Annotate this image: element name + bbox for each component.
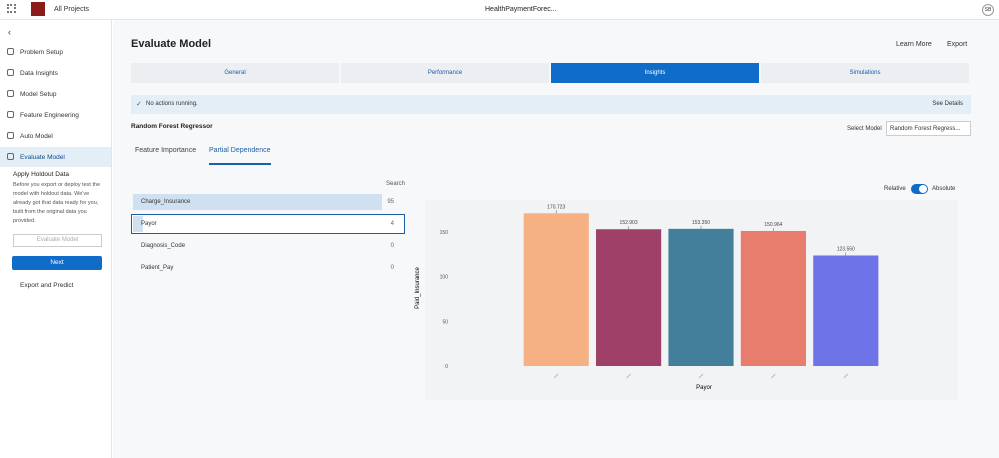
feature-name[interactable]: Charge_Insurance	[141, 199, 191, 205]
selected-row[interactable]	[131, 214, 405, 234]
importance-bar	[133, 216, 144, 232]
home-link[interactable]: All Projects	[54, 6, 90, 13]
importance-bar	[133, 194, 382, 210]
nav-icon	[7, 90, 14, 97]
bar	[596, 229, 662, 366]
subtab[interactable]: Partial Dependence	[209, 147, 271, 165]
nav-item[interactable]: Auto Model	[20, 133, 53, 140]
feature-name[interactable]: Payor	[141, 221, 157, 227]
toggle-absolute[interactable]: Absolute	[932, 186, 956, 192]
y-tick-label: 50	[442, 319, 448, 325]
toggle-relative[interactable]: Relative	[884, 186, 906, 192]
holdout-text: Before you export or deploy test the mod…	[13, 182, 101, 224]
feature-name[interactable]: Diagnosis_Code	[141, 243, 186, 249]
subtab-bar: Feature Importance Partial Dependence	[131, 145, 411, 165]
search[interactable]: Search	[386, 181, 406, 187]
toggle-knob	[919, 185, 927, 193]
export-predict[interactable]: Export and Predict	[20, 282, 74, 289]
logo	[31, 2, 45, 16]
nav-item[interactable]: Problem Setup	[20, 49, 63, 56]
subtab[interactable]: Feature Importance	[135, 147, 197, 154]
tab-bar: General Performance Insights Simulations	[131, 63, 971, 83]
export-link[interactable]: Export	[947, 41, 968, 48]
y-tick-label: 0	[445, 364, 448, 370]
feature-name[interactable]: Patient_Pay	[141, 265, 174, 271]
x-tick	[771, 373, 776, 379]
bar	[668, 228, 734, 366]
top-bar: All Projects HealthPaymentForec... SB	[0, 0, 999, 20]
feature-value: 4	[390, 221, 394, 227]
feature-value: 95	[387, 199, 394, 205]
holdout-title: Apply Holdout Data	[13, 171, 70, 178]
nav-item[interactable]: Evaluate Model	[0, 147, 111, 167]
bar	[813, 255, 879, 366]
tab[interactable]: Insights	[551, 63, 759, 83]
status-text: No actions running.	[146, 101, 198, 107]
app-menu[interactable]	[7, 4, 16, 13]
value-label: 150.964	[764, 222, 782, 228]
nav-item[interactable]: Data Insights	[20, 70, 58, 77]
x-tick	[698, 373, 704, 379]
sidebar: ‹ Problem Setup Data Insights Model Setup F…	[0, 20, 112, 458]
nav-item[interactable]: Model Setup	[20, 91, 57, 98]
feature-value: 0	[390, 243, 394, 249]
page-title: Evaluate Model	[131, 38, 212, 50]
status-bar: ✓ No actions running. See Details	[131, 95, 971, 114]
chart: Paid_Insurance Payor 0 50 100 150 170.723 152…	[415, 200, 958, 400]
value-label: 152.903	[620, 220, 638, 226]
nav-icon	[7, 111, 14, 118]
collapse[interactable]: ‹	[8, 27, 11, 37]
nav-icon	[7, 132, 14, 139]
evaluate-button[interactable]: Evaluate Model	[13, 234, 102, 247]
y-axis-title: Paid_Insurance	[415, 266, 421, 308]
nav-icon	[7, 48, 14, 55]
x-tick	[626, 373, 631, 379]
model-name: Random Forest Regressor	[131, 123, 213, 130]
tab[interactable]: Performance	[341, 63, 549, 83]
learn-more[interactable]: Learn More	[896, 41, 932, 48]
value-label: 153.350	[692, 220, 710, 226]
x-axis-title: Payor	[696, 385, 712, 391]
x-tick	[553, 373, 559, 379]
feature-list: Charge_Insurance 95 Payor 4 Diagnosis_Code 0 P…	[131, 192, 406, 282]
feature-value: 0	[390, 265, 394, 271]
nav-icon	[7, 153, 14, 160]
tab[interactable]: General	[131, 63, 339, 83]
value-label: 170.723	[547, 204, 565, 210]
see-details[interactable]: See Details	[932, 101, 963, 107]
next-button[interactable]: Next	[12, 256, 102, 270]
y-tick-label: 100	[440, 275, 449, 281]
y-tick-label: 150	[440, 230, 449, 236]
avatar[interactable]: SB	[982, 4, 994, 16]
value-label: 123.550	[837, 246, 855, 252]
x-tick	[843, 373, 849, 379]
bar	[523, 213, 589, 366]
toggle[interactable]	[911, 184, 928, 194]
check: ✓	[136, 101, 142, 108]
bar	[740, 230, 806, 366]
project-name[interactable]: HealthPaymentForec...	[485, 6, 557, 13]
nav-icon	[7, 69, 14, 76]
model-select[interactable]: Random Forest Regress...	[886, 121, 971, 136]
tab[interactable]: Simulations	[761, 63, 969, 83]
select-label: Select Model	[847, 126, 882, 132]
nav-item[interactable]: Feature Engineering	[20, 112, 79, 119]
